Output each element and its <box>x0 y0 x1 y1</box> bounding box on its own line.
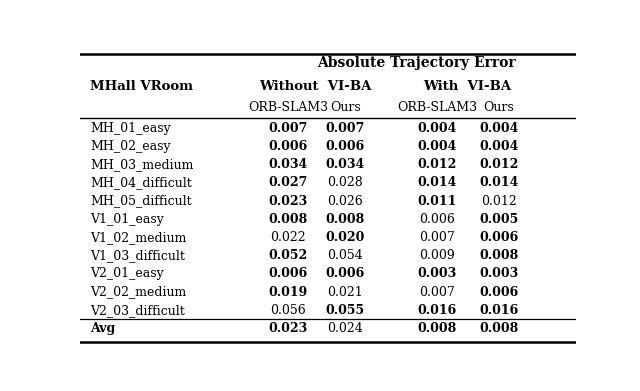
Text: Ours: Ours <box>484 100 515 114</box>
Text: 0.005: 0.005 <box>479 213 519 226</box>
Text: 0.004: 0.004 <box>479 122 519 135</box>
Text: 0.012: 0.012 <box>479 158 519 171</box>
Text: 0.003: 0.003 <box>479 267 519 280</box>
Text: 0.007: 0.007 <box>419 285 455 298</box>
Text: 0.026: 0.026 <box>328 194 364 208</box>
Text: 0.003: 0.003 <box>417 267 457 280</box>
Text: 0.008: 0.008 <box>479 249 519 262</box>
Text: 0.008: 0.008 <box>479 322 519 335</box>
Text: 0.056: 0.056 <box>271 304 306 317</box>
Text: ORB-SLAM3: ORB-SLAM3 <box>248 100 328 114</box>
Text: 0.012: 0.012 <box>417 158 457 171</box>
Text: MH_02_easy: MH_02_easy <box>90 140 170 153</box>
Text: 0.004: 0.004 <box>417 122 457 135</box>
Text: 0.007: 0.007 <box>326 122 365 135</box>
Text: 0.006: 0.006 <box>326 267 365 280</box>
Text: V2_01_easy: V2_01_easy <box>90 267 164 280</box>
Text: 0.008: 0.008 <box>326 213 365 226</box>
Text: 0.009: 0.009 <box>419 249 455 262</box>
Text: 0.054: 0.054 <box>328 249 364 262</box>
Text: 0.055: 0.055 <box>326 304 365 317</box>
Text: MH_05_difficult: MH_05_difficult <box>90 194 191 208</box>
Text: 0.020: 0.020 <box>326 231 365 244</box>
Text: MH_01_easy: MH_01_easy <box>90 122 171 135</box>
Text: V1_02_medium: V1_02_medium <box>90 231 186 244</box>
Text: Without  VI-BA: Without VI-BA <box>259 79 372 93</box>
Text: With  VI-BA: With VI-BA <box>423 79 511 93</box>
Text: 0.016: 0.016 <box>479 304 519 317</box>
Text: 0.016: 0.016 <box>417 304 457 317</box>
Text: 0.023: 0.023 <box>269 194 308 208</box>
Text: 0.008: 0.008 <box>417 322 457 335</box>
Text: 0.052: 0.052 <box>269 249 308 262</box>
Text: V1_01_easy: V1_01_easy <box>90 213 164 226</box>
Text: V2_03_difficult: V2_03_difficult <box>90 304 185 317</box>
Text: 0.014: 0.014 <box>417 176 457 189</box>
Text: 0.006: 0.006 <box>479 285 519 298</box>
Text: Ours: Ours <box>330 100 361 114</box>
Text: 0.019: 0.019 <box>269 285 308 298</box>
Text: V1_03_difficult: V1_03_difficult <box>90 249 185 262</box>
Text: 0.006: 0.006 <box>326 140 365 153</box>
Text: MH_04_difficult: MH_04_difficult <box>90 176 191 189</box>
Text: 0.012: 0.012 <box>481 194 517 208</box>
Text: MHall VRoom: MHall VRoom <box>90 79 193 93</box>
Text: 0.021: 0.021 <box>328 285 364 298</box>
Text: 0.022: 0.022 <box>271 231 306 244</box>
Text: 0.014: 0.014 <box>479 176 519 189</box>
Text: 0.028: 0.028 <box>328 176 364 189</box>
Text: 0.006: 0.006 <box>269 140 308 153</box>
Text: 0.011: 0.011 <box>417 194 457 208</box>
Text: 0.034: 0.034 <box>269 158 308 171</box>
Text: Absolute Trajectory Error: Absolute Trajectory Error <box>317 56 515 70</box>
Text: 0.023: 0.023 <box>269 322 308 335</box>
Text: Avg: Avg <box>90 322 115 335</box>
Text: 0.006: 0.006 <box>269 267 308 280</box>
Text: MH_03_medium: MH_03_medium <box>90 158 193 171</box>
Text: 0.034: 0.034 <box>326 158 365 171</box>
Text: 0.006: 0.006 <box>419 213 455 226</box>
Text: 0.007: 0.007 <box>419 231 455 244</box>
Text: 0.006: 0.006 <box>479 231 519 244</box>
Text: V2_02_medium: V2_02_medium <box>90 285 186 298</box>
Text: 0.004: 0.004 <box>479 140 519 153</box>
Text: 0.024: 0.024 <box>328 322 364 335</box>
Text: 0.004: 0.004 <box>417 140 457 153</box>
Text: ORB-SLAM3: ORB-SLAM3 <box>397 100 477 114</box>
Text: 0.008: 0.008 <box>269 213 308 226</box>
Text: 0.007: 0.007 <box>269 122 308 135</box>
Text: 0.027: 0.027 <box>269 176 308 189</box>
